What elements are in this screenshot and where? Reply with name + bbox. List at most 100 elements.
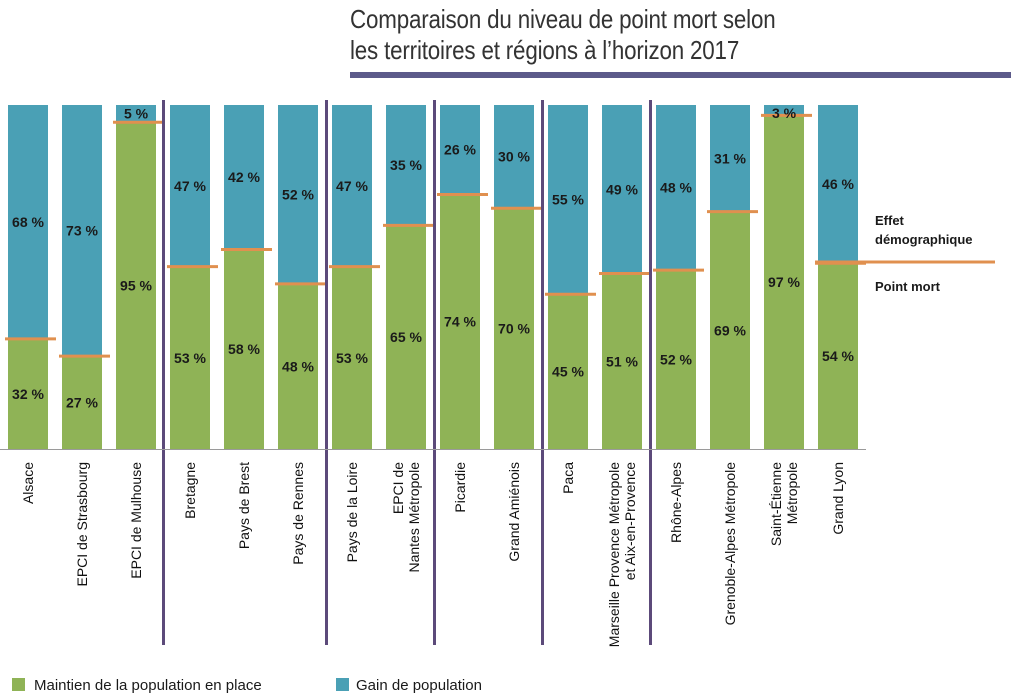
bar-maintien: [8, 338, 48, 449]
bar-gain: [494, 105, 534, 209]
category-label: Paca: [560, 462, 576, 494]
category-label: Alsace: [20, 462, 36, 504]
chart-title-line-2: les territoires et régions à l’horizon 2…: [350, 35, 740, 65]
category-label: Saint-Étienne: [768, 462, 784, 546]
data-label-maintien: 58 %: [228, 341, 260, 357]
category-label: Picardie: [452, 462, 468, 513]
data-label-maintien: 53 %: [174, 350, 206, 366]
category-labels: Alsace EPCI de Strasbourg EPCI de Mulhouse…: [20, 462, 846, 647]
data-label-maintien: 70 %: [498, 321, 530, 337]
data-label-maintien: 51 %: [606, 353, 638, 369]
data-label-gain: 31 %: [714, 150, 746, 166]
bar-maintien: [494, 208, 534, 449]
bar-gain: [116, 105, 156, 123]
data-label-gain: 68 %: [12, 214, 44, 230]
data-label-gain: 3 %: [772, 105, 797, 121]
category-label: EPCI de: [390, 462, 406, 514]
bar-maintien: [170, 266, 210, 449]
legend-swatch-maintien: [12, 678, 25, 691]
category-label: Grand Lyon: [830, 462, 846, 535]
bar-maintien: [602, 273, 642, 449]
data-label-maintien: 53 %: [336, 350, 368, 366]
bar-gain: [170, 105, 210, 267]
category-label: et Aix-en-Provence: [622, 462, 638, 580]
bar-gain: [764, 105, 804, 116]
bar-gain: [8, 105, 48, 339]
legend-swatch-gain: [336, 678, 349, 691]
bar-gain: [548, 105, 588, 295]
chart-title: Comparaison du niveau de point mort selo…: [350, 4, 990, 66]
data-label-gain: 26 %: [444, 142, 476, 158]
category-label: Rhône-Alpes: [668, 462, 684, 543]
data-labels: 32 % 68 % 27 % 73 % 95 % 5 % 53 % 47 % 58 % 42 % 4…: [12, 105, 854, 411]
data-label-gain: 55 %: [552, 192, 584, 208]
bar-maintien: [818, 263, 858, 449]
data-label-maintien: 45 %: [552, 364, 584, 380]
bar-maintien: [116, 122, 156, 449]
bar-gain: [818, 105, 858, 264]
data-label-gain: 46 %: [822, 176, 854, 192]
category-label: Grenoble-Alpes Métropole: [722, 462, 738, 626]
bar-maintien: [224, 249, 264, 449]
point-mort-label: Point mort: [875, 279, 941, 294]
chart-title-line-1: Comparaison du niveau de point mort selo…: [350, 4, 776, 34]
point-mort-markers: [5, 113, 866, 358]
category-label: EPCI de Mulhouse: [128, 462, 144, 579]
data-label-maintien: 95 %: [120, 278, 152, 294]
category-label: Pays de Rennes: [290, 462, 306, 565]
data-label-maintien: 74 %: [444, 314, 476, 330]
bar-gain: [386, 105, 426, 226]
bar-gain: [710, 105, 750, 212]
bar-gain: [332, 105, 372, 267]
category-label: Pays de la Loire: [344, 462, 360, 563]
category-label: Pays de Brest: [236, 462, 252, 549]
bar-gain: [62, 105, 102, 357]
bar-maintien: [332, 266, 372, 449]
bars-layer: [8, 105, 858, 449]
bar-maintien: [548, 294, 588, 449]
bar-maintien: [656, 270, 696, 449]
data-label-gain: 5 %: [124, 106, 149, 122]
data-label-maintien: 48 %: [282, 358, 314, 374]
data-label-gain: 30 %: [498, 149, 530, 165]
category-label: Nantes Métropole: [406, 462, 422, 573]
category-label: EPCI de Strasbourg: [74, 462, 90, 587]
bar-maintien: [764, 115, 804, 449]
data-label-gain: 48 %: [660, 180, 692, 196]
data-label-gain: 73 %: [66, 223, 98, 239]
data-label-gain: 47 %: [174, 178, 206, 194]
category-label: Métropole: [784, 462, 800, 524]
category-label: Grand Amiénois: [506, 462, 522, 562]
effet-demographique-label-1: Effet: [875, 213, 905, 228]
bar-gain: [440, 105, 480, 195]
data-label-gain: 49 %: [606, 181, 638, 197]
bar-maintien: [62, 356, 102, 449]
legend-label-gain: Gain de population: [356, 677, 482, 694]
data-label-maintien: 69 %: [714, 322, 746, 338]
bar-maintien: [278, 283, 318, 449]
group-separators: [0, 100, 866, 645]
data-label-maintien: 97 %: [768, 274, 800, 290]
effet-demographique-label-2: démographique: [875, 232, 973, 247]
data-label-maintien: 32 %: [12, 386, 44, 402]
data-label-gain: 42 %: [228, 169, 260, 185]
data-label-gain: 47 %: [336, 178, 368, 194]
data-label-gain: 35 %: [390, 157, 422, 173]
data-label-gain: 52 %: [282, 186, 314, 202]
category-label: Marseille Provence Métropole: [606, 462, 622, 647]
bar-gain: [656, 105, 696, 271]
bar-maintien: [440, 194, 480, 449]
legend-label-maintien: Maintien de la population en place: [34, 677, 262, 694]
data-label-maintien: 65 %: [390, 329, 422, 345]
title-underline: [350, 72, 1011, 78]
bar-gain: [278, 105, 318, 284]
data-label-maintien: 52 %: [660, 352, 692, 368]
bar-maintien: [710, 211, 750, 449]
bar-gain: [602, 105, 642, 274]
legend: Maintien de la population en place Gain …: [12, 677, 482, 694]
bar-gain: [224, 105, 264, 250]
data-label-maintien: 54 %: [822, 348, 854, 364]
category-label: Bretagne: [182, 462, 198, 519]
bar-maintien: [386, 225, 426, 449]
